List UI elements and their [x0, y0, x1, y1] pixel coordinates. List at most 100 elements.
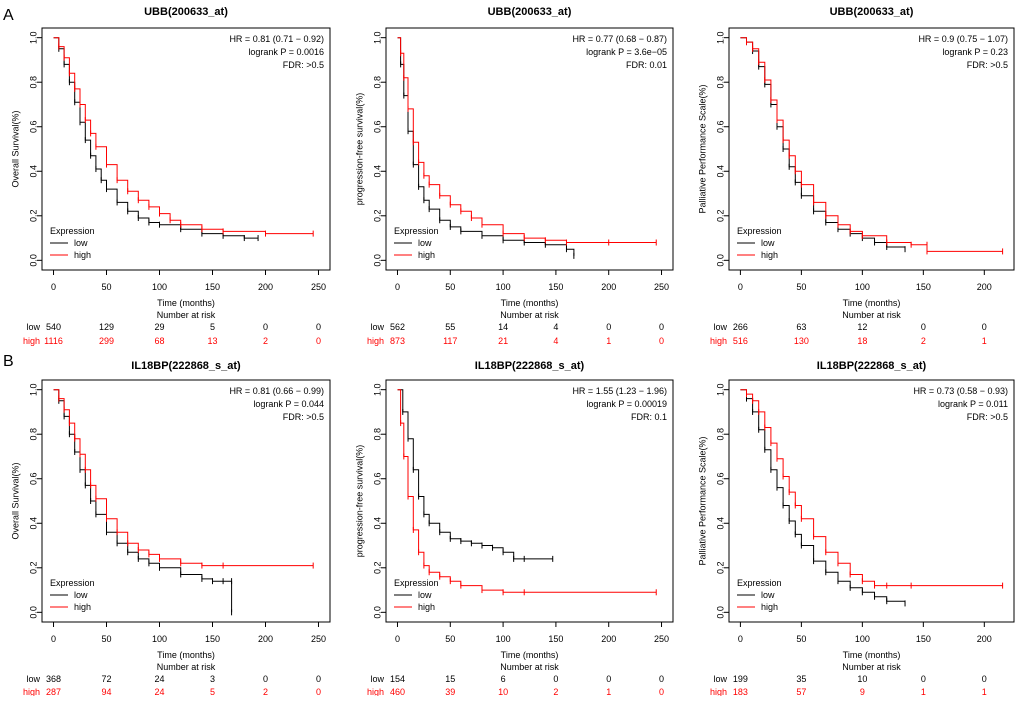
p1-y-axis-label: Overall Survival(%) [10, 110, 20, 187]
p3-stat-3: FDR: >0.5 [967, 60, 1008, 70]
p5-title: IL18BP(222868_s_at) [475, 360, 585, 372]
p5-y-tick-label: 0.4 [372, 517, 382, 530]
p5-curve-low [397, 389, 553, 560]
p4-risk-high-value: 2 [263, 687, 268, 696]
p1-risk-title: Number at risk [157, 310, 216, 320]
p6-y-tick-label: 0.0 [715, 606, 725, 619]
p4-risk-high-value: 24 [154, 687, 164, 696]
p6-y-tick-label: 0.8 [715, 428, 725, 441]
p2-risk-low-value: 14 [498, 322, 508, 332]
p3-x-tick-label: 0 [738, 282, 743, 292]
p3-risk-low-value: 0 [982, 322, 987, 332]
p2-legend-label-low: low [418, 238, 432, 248]
p6-risk-high-value: 57 [796, 687, 806, 696]
p3-risk-row-label-high: high [710, 336, 727, 346]
p2-x-tick-label: 250 [654, 282, 669, 292]
p5-risk-low-value: 0 [606, 674, 611, 684]
p2-y-axis-label: progression-free survival(%) [354, 93, 364, 206]
p3-stat-1: HR = 0.9 (0.75 − 1.07) [918, 34, 1008, 44]
p6-stat-3: FDR: >0.5 [967, 412, 1008, 422]
p3-y-tick-label: 1.0 [715, 31, 725, 44]
p5-stat-3: FDR: 0.1 [631, 412, 667, 422]
p4-x-tick-label: 50 [102, 634, 112, 644]
p3-title: UBB(200633_at) [830, 6, 914, 18]
p4-risk-low-value: 0 [316, 674, 321, 684]
p4-risk-low-value: 72 [102, 674, 112, 684]
p1-risk-low-value: 540 [46, 322, 61, 332]
row-letter-A: A [3, 7, 14, 24]
p3-curve-high [740, 37, 1003, 252]
p2-x-tick-label: 0 [395, 282, 400, 292]
p1-risk-row-label-low: low [26, 322, 40, 332]
p4-x-tick-label: 0 [51, 634, 56, 644]
p2-y-tick-label: 1.0 [372, 31, 382, 44]
p6-risk-high-value: 9 [860, 687, 865, 696]
p2-curve-low [397, 37, 575, 256]
p4-risk-high-value: 94 [102, 687, 112, 696]
p6-legend-label-low: low [761, 590, 775, 600]
p4-risk-title: Number at risk [157, 662, 216, 672]
p2-risk-row-label-low: low [370, 322, 384, 332]
p3-y-tick-label: 0.6 [715, 120, 725, 133]
p6-y-tick-label: 1.0 [715, 383, 725, 396]
p5-stat-2: logrank P = 0.00019 [586, 399, 667, 409]
p2-x-tick-label: 150 [548, 282, 563, 292]
p1-risk-high-value: 1116 [44, 336, 63, 346]
p5-risk-low-value: 154 [390, 674, 405, 684]
p2-risk-high-value: 21 [498, 336, 508, 346]
p1-y-tick-label: 0.8 [28, 76, 38, 89]
p4-title: IL18BP(222868_s_at) [131, 360, 241, 372]
p4-risk-low-value: 24 [154, 674, 164, 684]
p1-x-tick-label: 200 [258, 282, 273, 292]
p3-x-tick-label: 150 [916, 282, 931, 292]
p5-risk-low-value: 6 [501, 674, 506, 684]
p5-risk-low-value: 0 [553, 674, 558, 684]
p6-risk-low-value: 10 [857, 674, 867, 684]
p4-x-tick-label: 100 [152, 634, 167, 644]
p1-legend-label-low: low [74, 238, 88, 248]
p2-y-tick-label: 0.4 [372, 165, 382, 178]
p5-risk-high-value: 39 [445, 687, 455, 696]
p5-risk-low-value: 0 [659, 674, 664, 684]
p2-curve-high [397, 37, 657, 243]
p6-stat-2: logrank P = 0.011 [938, 399, 1008, 409]
p1-risk-high-value: 2 [263, 336, 268, 346]
p3-y-tick-label: 0.2 [715, 210, 725, 223]
p5-x-tick-label: 100 [496, 634, 511, 644]
p3-risk-high-value: 516 [733, 336, 748, 346]
p6-risk-row-label-low: low [713, 674, 727, 684]
p2-risk-high-value: 873 [390, 336, 405, 346]
p2-title: UBB(200633_at) [488, 6, 572, 18]
p6-x-tick-label: 150 [916, 634, 931, 644]
p1-y-tick-label: 0.0 [28, 254, 38, 267]
p3-legend-label-low: low [761, 238, 775, 248]
p2-x-tick-label: 200 [601, 282, 616, 292]
p5-legend-title: Expression [394, 578, 439, 588]
p4-risk-low-value: 0 [263, 674, 268, 684]
p6-x-tick-label: 100 [855, 634, 870, 644]
p4-plot-frame [41, 379, 331, 623]
p2-risk-high-value: 117 [443, 336, 457, 346]
p6-y-tick-label: 0.4 [715, 517, 725, 530]
p2-y-tick-label: 0.6 [372, 120, 382, 133]
p4-y-tick-label: 0.6 [28, 472, 38, 485]
p5-risk-high-value: 2 [553, 687, 558, 696]
p4-stat-2: logrank P = 0.044 [253, 399, 324, 409]
p4-risk-high-value: 0 [316, 687, 321, 696]
p6-x-axis-label: Time (months) [843, 650, 901, 660]
p4-y-tick-label: 1.0 [28, 383, 38, 396]
p2-y-tick-label: 0.8 [372, 76, 382, 89]
p4-y-tick-label: 0.0 [28, 606, 38, 619]
p3-x-axis-label: Time (months) [843, 298, 901, 308]
p6-x-tick-label: 200 [977, 634, 992, 644]
p5-x-tick-label: 0 [395, 634, 400, 644]
p5-y-axis-label: progression-free survival(%) [354, 445, 364, 558]
p1-risk-low-value: 0 [316, 322, 321, 332]
p3-y-axis-label: Palliative Performance Scale(%) [697, 84, 707, 213]
p4-risk-row-label-low: low [26, 674, 40, 684]
p5-x-tick-label: 200 [601, 634, 616, 644]
p5-risk-high-value: 0 [659, 687, 664, 696]
p1-x-tick-label: 0 [51, 282, 56, 292]
p5-risk-title: Number at risk [500, 662, 559, 672]
